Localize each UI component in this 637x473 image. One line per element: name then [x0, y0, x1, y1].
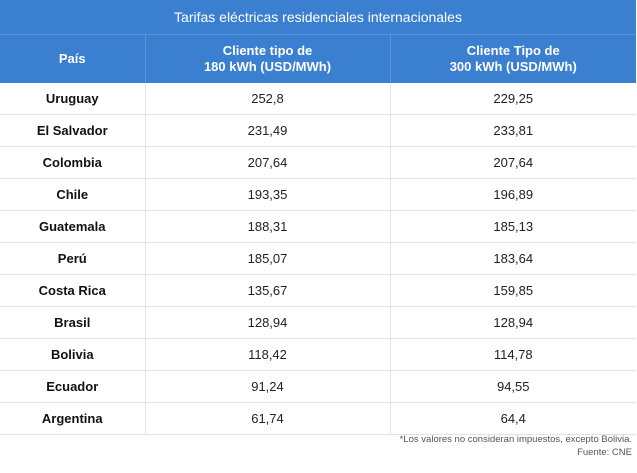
table-row: Uruguay 252,8 229,25 — [0, 83, 636, 115]
table-row: Brasil 128,94 128,94 — [0, 306, 636, 339]
table-row: Colombia 207,64 207,64 — [0, 146, 636, 179]
table-title: Tarifas eléctricas residenciales interna… — [0, 0, 636, 35]
value-180-cell: 231,49 — [145, 114, 391, 147]
value-300-cell: 159,85 — [390, 274, 636, 307]
table-row: El Salvador 231,49 233,81 — [0, 114, 636, 147]
value-300-cell: 128,94 — [390, 306, 636, 339]
header-180kwh: Cliente tipo de 180 kWh (USD/MWh) — [145, 35, 391, 83]
country-cell: Perú — [0, 242, 146, 275]
table-header: País Cliente tipo de 180 kWh (USD/MWh) C… — [0, 35, 636, 83]
country-cell: Chile — [0, 178, 146, 211]
table-row: Costa Rica 135,67 159,85 — [0, 274, 636, 307]
value-300-cell: 229,25 — [390, 83, 636, 115]
header-300kwh-line1: Cliente Tipo de — [466, 43, 560, 58]
table-row: Chile 193,35 196,89 — [0, 178, 636, 211]
table-row: Guatemala 188,31 185,13 — [0, 210, 636, 243]
value-300-cell: 114,78 — [390, 338, 636, 371]
value-180-cell: 188,31 — [145, 210, 391, 243]
header-300kwh-line2: 300 kWh (USD/MWh) — [449, 59, 577, 74]
country-cell: Colombia — [0, 146, 146, 179]
header-country: País — [0, 35, 146, 83]
value-180-cell: 252,8 — [145, 83, 391, 115]
table-body: Uruguay 252,8 229,25 El Salvador 231,49 … — [0, 83, 636, 435]
source-note: Fuente: CNE — [577, 447, 632, 458]
country-cell: Costa Rica — [0, 274, 146, 307]
footnote: *Los valores no consideran impuestos, ex… — [399, 434, 632, 445]
country-cell: Bolivia — [0, 338, 146, 371]
value-300-cell: 196,89 — [390, 178, 636, 211]
value-180-cell: 128,94 — [145, 306, 391, 339]
value-180-cell: 61,74 — [145, 402, 391, 435]
value-180-cell: 118,42 — [145, 338, 391, 371]
value-180-cell: 185,07 — [145, 242, 391, 275]
header-row: País Cliente tipo de 180 kWh (USD/MWh) C… — [0, 35, 636, 83]
value-180-cell: 193,35 — [145, 178, 391, 211]
country-cell: Brasil — [0, 306, 146, 339]
country-cell: Guatemala — [0, 210, 146, 243]
table-row: Ecuador 91,24 94,55 — [0, 370, 636, 403]
table-footer: *Los valores no consideran impuestos, ex… — [400, 433, 632, 459]
table-row: Argentina 61,74 64,4 — [0, 402, 636, 435]
country-cell: El Salvador — [0, 114, 146, 147]
value-180-cell: 207,64 — [145, 146, 391, 179]
value-300-cell: 207,64 — [390, 146, 636, 179]
header-180kwh-line1: Cliente tipo de — [222, 43, 313, 58]
value-300-cell: 185,13 — [390, 210, 636, 243]
value-300-cell: 233,81 — [390, 114, 636, 147]
country-cell: Argentina — [0, 402, 146, 435]
country-cell: Ecuador — [0, 370, 146, 403]
value-180-cell: 91,24 — [145, 370, 391, 403]
header-180kwh-line2: 180 kWh (USD/MWh) — [203, 59, 332, 74]
header-300kwh: Cliente Tipo de 300 kWh (USD/MWh) — [390, 35, 636, 83]
tariff-table: País Cliente tipo de 180 kWh (USD/MWh) C… — [0, 35, 636, 435]
table-row: Perú 185,07 183,64 — [0, 242, 636, 275]
value-300-cell: 183,64 — [390, 242, 636, 275]
country-cell: Uruguay — [0, 83, 146, 115]
value-180-cell: 135,67 — [145, 274, 391, 307]
value-300-cell: 94,55 — [390, 370, 636, 403]
table-row: Bolivia 118,42 114,78 — [0, 338, 636, 371]
value-300-cell: 64,4 — [390, 402, 636, 435]
